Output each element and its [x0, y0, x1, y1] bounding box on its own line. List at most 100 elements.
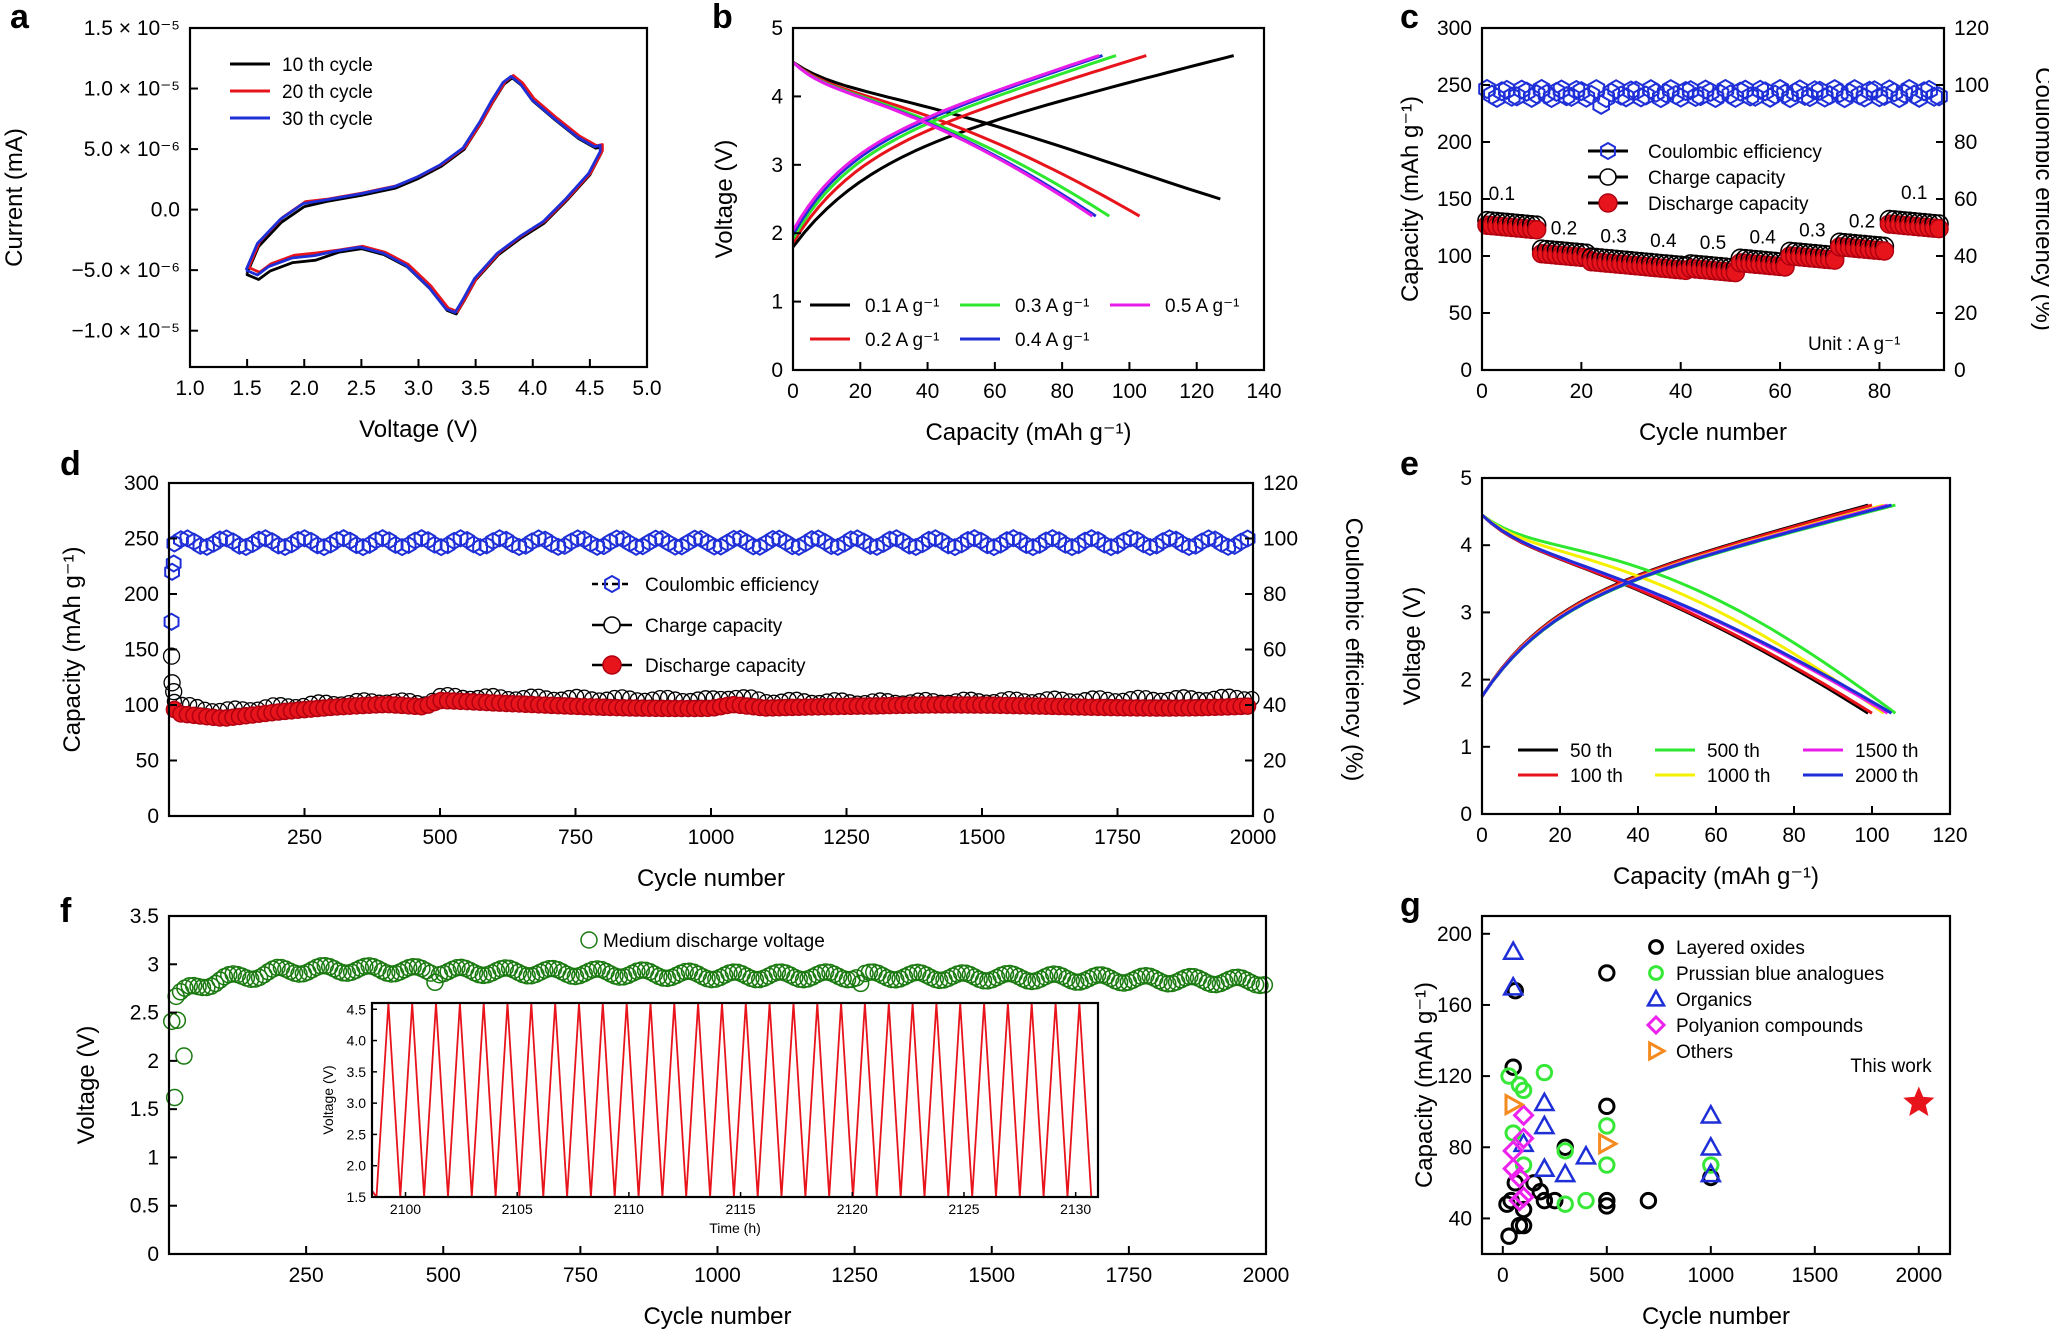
y2-tick-label: 120 [1263, 472, 1298, 495]
point-layered-oxides [1598, 964, 1616, 982]
voltage-point [645, 965, 664, 983]
panel-label-b: b [712, 0, 733, 36]
voltage-point [1159, 975, 1177, 993]
rate-label: 0.3 [1600, 226, 1626, 247]
legend-label: Discharge capacity [1648, 194, 1809, 215]
unit-note: Unit : A g⁻¹ [1808, 334, 1900, 355]
x-tick-label: 1500 [959, 826, 1006, 849]
y-tick-label: −1.0 × 10⁻⁵ [71, 320, 180, 343]
x-tick-label: 500 [426, 1264, 461, 1287]
voltage-point [540, 959, 558, 978]
x-tick-label: 500 [1589, 1264, 1624, 1287]
ce-point [1771, 78, 1789, 100]
charge-curve-2 [791, 54, 1147, 244]
y-tick-label: 100 [124, 694, 159, 717]
legend-label: 0.3 A g⁻¹ [1015, 296, 1089, 317]
voltage-point [768, 963, 787, 982]
ce-point [803, 530, 820, 549]
discharge-point [1526, 220, 1547, 240]
inset-x-axis-title: Time (h) [709, 1220, 761, 1236]
panel-label-e: e [1400, 445, 1419, 483]
ce-point [842, 530, 859, 549]
x-axis-title: Capacity (mAh g⁻¹) [1613, 863, 1819, 890]
ce-point [491, 529, 508, 548]
y2-tick-label: 60 [1954, 188, 1977, 211]
x-tick-label: 20 [849, 380, 872, 403]
plot-frame-g [1480, 914, 1952, 1256]
x-tick-label: 1.5 [233, 377, 262, 400]
x-tick-label: 1.0 [175, 377, 204, 400]
voltage-point [404, 957, 422, 976]
inset-y-axis-title: Voltage (V) [320, 1065, 336, 1134]
discharge-curve-3 [1481, 513, 1897, 715]
point-organics [1502, 975, 1525, 996]
legend-label: 0.2 A g⁻¹ [865, 330, 939, 351]
y-tick-label: 4 [771, 85, 783, 108]
ce-point [1766, 84, 1784, 105]
y2-tick-label: 120 [1954, 17, 1989, 40]
ce-point [1577, 87, 1596, 108]
panel-b: b 0 20 40 60 80 100 120 140 0 1 2 3 4 5 Capacity (mAh g… [711, 0, 1282, 446]
x-axis-title: Cycle number [1642, 1303, 1790, 1330]
y-tick-label: 3 [1460, 601, 1472, 624]
y-tick-label: −5.0 × 10⁻⁶ [72, 259, 180, 282]
legend-marker-charge [603, 616, 621, 634]
x-tick-label: 60 [1704, 824, 1727, 847]
y2-tick-label: 80 [1954, 131, 1977, 154]
panel-label-g: g [1400, 886, 1421, 924]
y2-tick-label: 20 [1263, 750, 1286, 773]
ce-point [686, 529, 703, 548]
inset-x-tick-label: 2125 [948, 1201, 979, 1217]
legend-marker-ce [604, 574, 620, 594]
y-tick-label: 5 [1460, 467, 1472, 490]
voltage-point [759, 967, 778, 985]
legend-label: 30 th cycle [282, 109, 373, 130]
voltage-point [1181, 967, 1199, 986]
ce-point [1716, 78, 1735, 100]
legend-marker-discharge [602, 655, 622, 675]
voltage-point [873, 966, 892, 985]
inset-x-tick-label: 2115 [726, 1201, 756, 1217]
y2-tick-label: 40 [1954, 245, 1977, 268]
legend-label: Coulombic efficiency [645, 575, 819, 596]
voltage-point [1194, 971, 1212, 990]
discharge-point [1874, 241, 1895, 261]
voltage-point [1066, 973, 1085, 991]
panel-c: c 0.1 0.2 0.3 0.4 0.5 0.4 0.3 0.2 0.1 0 20 40 60 80 0 50… [1397, 0, 2049, 446]
point-organics [1699, 1103, 1722, 1124]
ce-point [1239, 529, 1256, 548]
y-tick-label: 250 [1437, 74, 1472, 97]
y-tick-label: 100 [1437, 245, 1472, 268]
point-layered-oxides [1535, 1191, 1554, 1210]
y-tick-label: 50 [1449, 302, 1472, 325]
x-tick-label: 40 [1626, 824, 1649, 847]
voltage-point [421, 964, 440, 982]
y-tick-label: 0.5 [130, 1195, 159, 1218]
legend-label: Organics [1676, 990, 1752, 1011]
y-tick-label: 4 [1460, 534, 1472, 557]
point-organics [1502, 940, 1525, 961]
x-tick-label: 0 [1476, 824, 1488, 847]
legend-marker [1648, 1040, 1668, 1062]
legend-label: 0.5 A g⁻¹ [1165, 296, 1239, 317]
inset-frame [370, 1001, 1100, 1199]
voltage-point [1009, 967, 1028, 986]
rate-label: 0.5 [1700, 233, 1726, 254]
voltage-point [996, 965, 1015, 983]
rate-label: 0.1 [1489, 184, 1515, 205]
legend-label: 1000 th [1707, 766, 1770, 787]
legend-marker [1648, 965, 1664, 981]
point-prussian-blue-analogues [1556, 1195, 1574, 1213]
y-tick-label: 1.5 [130, 1098, 159, 1121]
x-tick-label: 2.5 [347, 377, 376, 400]
charge-curve-1 [791, 54, 1235, 248]
x-tick-label: 3.0 [404, 377, 433, 400]
annotation-this-work: This work [1850, 1056, 1932, 1077]
ce-point [881, 530, 898, 549]
inset-y-tick-label: 4.0 [347, 1033, 367, 1049]
point-organics [1533, 1091, 1556, 1112]
x-tick-label: 4.0 [518, 377, 547, 400]
ce-point [1930, 86, 1948, 107]
panel-label-c: c [1400, 0, 1419, 36]
point-others [1598, 1132, 1619, 1156]
